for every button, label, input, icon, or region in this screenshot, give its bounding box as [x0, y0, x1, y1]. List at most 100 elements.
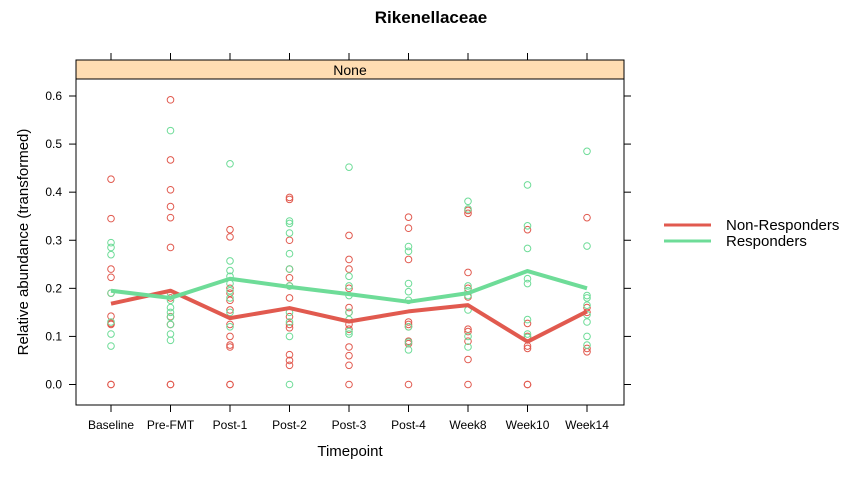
- data-point: [166, 185, 175, 194]
- x-tick-label: Post-2: [272, 418, 307, 432]
- data-point: [345, 351, 353, 360]
- data-point: [523, 279, 532, 288]
- y-tick-label: 0.4: [45, 185, 62, 199]
- data-point: [345, 325, 353, 334]
- y-tick-label: 0.6: [45, 89, 62, 103]
- data-point: [404, 346, 413, 354]
- data-point: [166, 243, 175, 252]
- data-point: [464, 327, 472, 336]
- data-point: [464, 197, 472, 206]
- data-point: [226, 233, 234, 241]
- data-point: [285, 380, 294, 389]
- data-point: [285, 323, 294, 332]
- data-point: [226, 296, 234, 305]
- data-point: [523, 344, 532, 353]
- data-point: [345, 255, 353, 264]
- data-point: [226, 225, 234, 234]
- mean-line: [110, 288, 588, 344]
- strip-label: None: [333, 62, 367, 78]
- data-point: [345, 265, 353, 273]
- data-point: [226, 159, 234, 168]
- y-axis-label: Relative abundance (transformed): [15, 129, 32, 356]
- data-point: [404, 320, 413, 329]
- data-point: [226, 332, 234, 341]
- data-point: [226, 257, 234, 265]
- data-point: [404, 224, 413, 233]
- data-point: [464, 355, 472, 364]
- data-point: [285, 193, 294, 202]
- data-point: [107, 342, 115, 350]
- data-point: [226, 308, 234, 317]
- y-tick-label: 0.3: [45, 233, 62, 247]
- data-point: [345, 380, 353, 389]
- data-point: [226, 341, 234, 349]
- data-point: [583, 294, 591, 302]
- data-point: [523, 330, 532, 338]
- data-point: [464, 205, 472, 213]
- data-point: [107, 320, 115, 329]
- data-point: [285, 265, 294, 273]
- data-point: [107, 214, 115, 223]
- data-point: [464, 380, 472, 389]
- data-point: [166, 380, 175, 389]
- y-tick-label: 0.1: [45, 329, 62, 343]
- data-point: [583, 213, 591, 222]
- legend-label: Non-Responders: [726, 217, 839, 234]
- data-point: [404, 287, 413, 296]
- data-point: [345, 303, 353, 312]
- data-point: [226, 320, 234, 329]
- data-point: [523, 274, 532, 283]
- data-point: [345, 231, 353, 240]
- data-point: [583, 301, 591, 309]
- x-axis-label: Timepoint: [317, 443, 383, 460]
- data-point: [404, 318, 413, 326]
- data-point: [166, 308, 175, 317]
- data-point: [523, 222, 532, 230]
- data-point: [285, 249, 294, 258]
- data-point: [107, 243, 115, 252]
- data-point: [285, 273, 294, 282]
- data-point: [345, 343, 353, 351]
- data-point: [107, 175, 115, 183]
- data-point: [583, 242, 591, 250]
- data-point: [404, 242, 413, 251]
- data-point: [404, 338, 413, 346]
- data-point: [285, 294, 294, 302]
- data-point: [285, 350, 294, 359]
- legend-label: Responders: [726, 233, 807, 250]
- data-point: [345, 282, 353, 290]
- data-point: [226, 294, 234, 302]
- y-tick-label: 0.0: [45, 378, 62, 392]
- data-point: [464, 325, 472, 334]
- data-point: [523, 315, 532, 324]
- data-point: [166, 313, 175, 321]
- data-point: [226, 306, 234, 314]
- x-tick-label: Week8: [449, 418, 486, 432]
- data-point: [345, 327, 353, 336]
- data-point: [523, 244, 532, 253]
- x-tick-label: Post-1: [213, 418, 248, 432]
- data-point: [226, 380, 234, 389]
- data-points: [107, 96, 591, 389]
- y-ticks-left: [69, 95, 76, 385]
- data-point: [464, 282, 472, 290]
- data-point: [464, 209, 472, 218]
- data-point: [107, 318, 115, 326]
- data-point: [404, 323, 413, 331]
- data-point: [285, 229, 294, 237]
- data-point: [166, 320, 175, 329]
- data-point: [107, 312, 115, 321]
- data-point: [285, 312, 294, 321]
- data-point: [285, 217, 294, 225]
- data-point: [285, 332, 294, 341]
- data-point: [523, 319, 532, 328]
- data-point: [285, 320, 294, 329]
- data-point: [345, 308, 353, 317]
- mean-lines: [110, 269, 588, 344]
- plot-panel: [75, 78, 625, 406]
- data-point: [583, 147, 591, 156]
- data-point: [345, 361, 353, 370]
- data-point: [166, 156, 175, 164]
